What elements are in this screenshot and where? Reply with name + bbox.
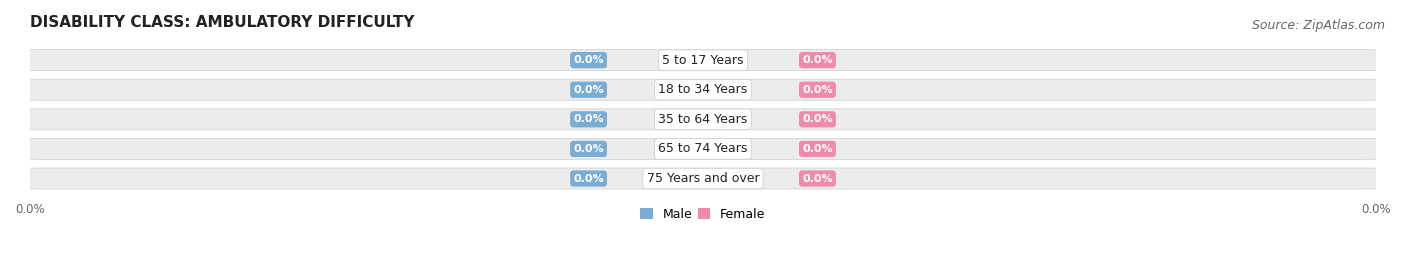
Text: 0.0%: 0.0% — [803, 174, 832, 184]
FancyBboxPatch shape — [22, 109, 1384, 130]
Text: 0.0%: 0.0% — [803, 85, 832, 95]
Text: 0.0%: 0.0% — [803, 144, 832, 154]
Text: 0.0%: 0.0% — [574, 174, 603, 184]
Text: 0.0%: 0.0% — [574, 144, 603, 154]
Text: 35 to 64 Years: 35 to 64 Years — [658, 113, 748, 126]
Text: 18 to 34 Years: 18 to 34 Years — [658, 83, 748, 96]
Text: DISABILITY CLASS: AMBULATORY DIFFICULTY: DISABILITY CLASS: AMBULATORY DIFFICULTY — [30, 15, 415, 30]
Text: 65 to 74 Years: 65 to 74 Years — [658, 142, 748, 155]
Text: 0.0%: 0.0% — [574, 114, 603, 124]
Text: 0.0%: 0.0% — [574, 55, 603, 65]
Text: Source: ZipAtlas.com: Source: ZipAtlas.com — [1251, 19, 1385, 32]
Text: 5 to 17 Years: 5 to 17 Years — [662, 54, 744, 67]
Legend: Male, Female: Male, Female — [636, 203, 770, 226]
Text: 0.0%: 0.0% — [803, 55, 832, 65]
FancyBboxPatch shape — [22, 79, 1384, 100]
FancyBboxPatch shape — [22, 139, 1384, 159]
Text: 0.0%: 0.0% — [803, 114, 832, 124]
FancyBboxPatch shape — [22, 168, 1384, 189]
Text: 0.0%: 0.0% — [574, 85, 603, 95]
FancyBboxPatch shape — [22, 50, 1384, 71]
Text: 75 Years and over: 75 Years and over — [647, 172, 759, 185]
